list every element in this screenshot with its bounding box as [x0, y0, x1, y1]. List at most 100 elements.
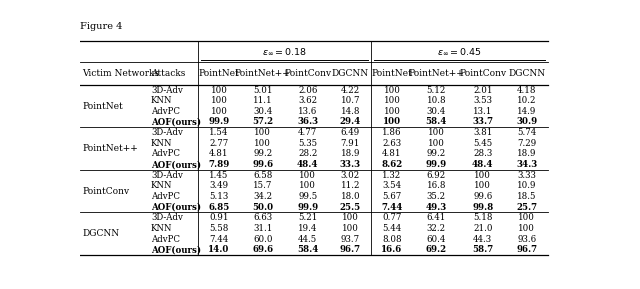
Text: 1.54: 1.54 [209, 128, 228, 137]
Text: KNN: KNN [151, 224, 172, 233]
Text: 2.06: 2.06 [298, 86, 317, 95]
Text: 3D-Adv: 3D-Adv [151, 86, 183, 95]
Text: 11.2: 11.2 [340, 181, 360, 190]
Text: 7.89: 7.89 [208, 160, 230, 169]
Text: 100: 100 [428, 128, 445, 137]
Text: 58.4: 58.4 [297, 245, 318, 254]
Text: 49.3: 49.3 [426, 203, 447, 212]
Text: 100: 100 [518, 213, 535, 222]
Text: AdvPC: AdvPC [151, 192, 180, 201]
Text: 100: 100 [428, 139, 445, 148]
Text: 7.29: 7.29 [517, 139, 536, 148]
Text: 5.74: 5.74 [517, 128, 536, 137]
Text: PointConv: PointConv [83, 187, 130, 196]
Text: 99.2: 99.2 [253, 149, 273, 158]
Text: KNN: KNN [151, 139, 172, 148]
Text: 48.4: 48.4 [297, 160, 319, 169]
Text: PointConv: PointConv [459, 69, 506, 78]
Text: AdvPC: AdvPC [151, 235, 180, 244]
Text: 21.0: 21.0 [473, 224, 493, 233]
Text: PointNet: PointNet [198, 69, 239, 78]
Text: 44.5: 44.5 [298, 235, 317, 244]
Text: AdvPC: AdvPC [151, 149, 180, 158]
Text: PointNet: PointNet [83, 101, 124, 110]
Text: 16.6: 16.6 [381, 245, 403, 254]
Text: 0.91: 0.91 [209, 213, 228, 222]
Text: 28.3: 28.3 [473, 149, 492, 158]
Text: 13.1: 13.1 [473, 107, 492, 116]
Text: 99.6: 99.6 [473, 192, 492, 201]
Text: 8.62: 8.62 [381, 160, 403, 169]
Text: 6.58: 6.58 [253, 171, 273, 180]
Text: 2.01: 2.01 [473, 86, 493, 95]
Text: DGCNN: DGCNN [508, 69, 545, 78]
Text: 99.9: 99.9 [426, 160, 447, 169]
Text: 32.2: 32.2 [427, 224, 446, 233]
Text: 6.63: 6.63 [253, 213, 273, 222]
Text: AOF(ours): AOF(ours) [151, 245, 201, 254]
Text: 35.2: 35.2 [427, 192, 446, 201]
Text: 8.08: 8.08 [382, 235, 402, 244]
Text: 3D-Adv: 3D-Adv [151, 128, 183, 137]
Text: $\epsilon_\infty = 0.18$: $\epsilon_\infty = 0.18$ [262, 47, 307, 57]
Text: 18.9: 18.9 [340, 149, 360, 158]
Text: 100: 100 [342, 213, 359, 222]
Text: 99.8: 99.8 [472, 203, 493, 212]
Text: 50.0: 50.0 [252, 203, 273, 212]
Text: 5.18: 5.18 [473, 213, 493, 222]
Text: 3D-Adv: 3D-Adv [151, 213, 183, 222]
Text: 93.6: 93.6 [517, 235, 536, 244]
Text: 0.77: 0.77 [382, 213, 402, 222]
Text: 30.4: 30.4 [427, 107, 446, 116]
Text: 99.2: 99.2 [427, 149, 446, 158]
Text: 6.85: 6.85 [208, 203, 230, 212]
Text: 99.6: 99.6 [252, 160, 273, 169]
Text: PointNet++: PointNet++ [408, 69, 464, 78]
Text: PointNet++: PointNet++ [83, 144, 138, 153]
Text: 69.6: 69.6 [252, 245, 273, 254]
Text: 19.4: 19.4 [298, 224, 317, 233]
Text: 7.91: 7.91 [340, 139, 360, 148]
Text: 99.9: 99.9 [208, 118, 230, 127]
Text: 100: 100 [300, 181, 316, 190]
Text: 18.5: 18.5 [517, 192, 536, 201]
Text: AdvPC: AdvPC [151, 107, 180, 116]
Text: 100: 100 [474, 181, 491, 190]
Text: 100: 100 [254, 139, 271, 148]
Text: KNN: KNN [151, 181, 172, 190]
Text: 4.77: 4.77 [298, 128, 317, 137]
Text: 33.7: 33.7 [472, 118, 493, 127]
Text: 5.58: 5.58 [209, 224, 228, 233]
Text: 5.67: 5.67 [382, 192, 402, 201]
Text: 100: 100 [300, 171, 316, 180]
Text: 36.3: 36.3 [297, 118, 318, 127]
Text: 1.86: 1.86 [382, 128, 402, 137]
Text: 100: 100 [518, 224, 535, 233]
Text: DGCNN: DGCNN [332, 69, 369, 78]
Text: 5.13: 5.13 [209, 192, 228, 201]
Text: 1.45: 1.45 [209, 171, 228, 180]
Text: 28.2: 28.2 [298, 149, 317, 158]
Text: Figure 4: Figure 4 [80, 22, 122, 31]
Text: 100: 100 [383, 118, 401, 127]
Text: 57.2: 57.2 [252, 118, 273, 127]
Text: 4.18: 4.18 [517, 86, 536, 95]
Text: 5.01: 5.01 [253, 86, 273, 95]
Text: 5.12: 5.12 [427, 86, 446, 95]
Text: PointNet++: PointNet++ [235, 69, 291, 78]
Text: 25.5: 25.5 [340, 203, 361, 212]
Text: 58.4: 58.4 [426, 118, 447, 127]
Text: 16.8: 16.8 [427, 181, 446, 190]
Text: 48.4: 48.4 [472, 160, 493, 169]
Text: 93.7: 93.7 [340, 235, 360, 244]
Text: 100: 100 [254, 128, 271, 137]
Text: AOF(ours): AOF(ours) [151, 203, 201, 212]
Text: Attacks: Attacks [151, 69, 186, 78]
Text: 6.41: 6.41 [427, 213, 446, 222]
Text: 6.49: 6.49 [340, 128, 360, 137]
Text: 11.1: 11.1 [253, 96, 273, 105]
Text: 30.9: 30.9 [516, 118, 537, 127]
Text: 18.0: 18.0 [340, 192, 360, 201]
Text: 4.81: 4.81 [382, 149, 402, 158]
Text: DGCNN: DGCNN [83, 229, 120, 238]
